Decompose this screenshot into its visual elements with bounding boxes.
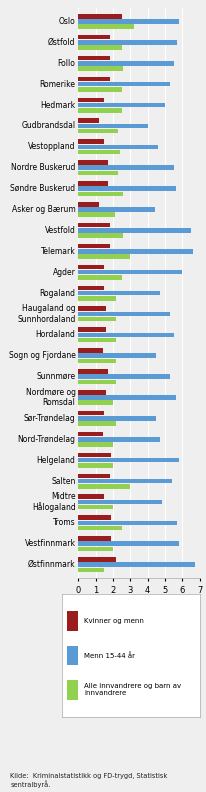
Bar (78, 124, 148, 128)
Bar (78, 144, 158, 149)
Bar (78, 505, 113, 509)
Bar (78, 526, 122, 531)
Bar (78, 562, 195, 567)
Bar (78, 536, 111, 541)
Bar (78, 77, 110, 82)
Bar (78, 103, 165, 108)
Bar (78, 546, 113, 551)
Bar (78, 202, 99, 207)
Bar (78, 401, 113, 405)
FancyBboxPatch shape (67, 680, 78, 699)
Text: Menn 15-44 år: Menn 15-44 år (84, 652, 135, 659)
Bar (78, 307, 106, 311)
Bar (78, 25, 134, 29)
Bar (78, 542, 179, 546)
Bar (78, 35, 110, 40)
Bar (78, 452, 111, 457)
Bar (78, 311, 170, 316)
Bar (78, 40, 177, 44)
Bar (78, 254, 130, 259)
Bar (78, 108, 122, 112)
Bar (78, 170, 118, 175)
Bar (78, 186, 176, 191)
Bar (78, 474, 110, 478)
Bar (78, 19, 179, 24)
Bar (78, 478, 172, 483)
Bar (78, 14, 122, 18)
Bar (78, 348, 103, 352)
X-axis label: Prosent: Prosent (122, 598, 156, 607)
Bar (78, 557, 116, 562)
Bar (78, 150, 120, 154)
Bar (78, 223, 110, 227)
Bar (78, 129, 118, 134)
Bar (78, 208, 155, 211)
Bar (78, 45, 122, 50)
Bar (78, 55, 110, 60)
Bar (78, 458, 179, 463)
Bar (78, 500, 162, 505)
FancyBboxPatch shape (67, 645, 78, 665)
Bar (78, 369, 108, 374)
Bar (78, 192, 123, 196)
Bar (78, 333, 174, 337)
Bar (78, 437, 160, 442)
Bar (78, 395, 176, 400)
Bar (78, 291, 160, 295)
Text: Kvinner og menn: Kvinner og menn (84, 618, 144, 624)
Bar (78, 249, 193, 253)
Bar (78, 442, 113, 447)
Bar (78, 317, 116, 322)
Bar (78, 82, 170, 86)
Bar (78, 228, 191, 233)
Bar (78, 416, 156, 421)
Bar (78, 375, 170, 379)
Bar (78, 270, 183, 275)
Text: Alle innvandrere og barn av
innvandrere: Alle innvandrere og barn av innvandrere (84, 683, 181, 696)
Bar (78, 119, 99, 123)
Bar (78, 379, 116, 384)
Bar (78, 432, 103, 436)
Bar (78, 494, 104, 499)
Bar (78, 520, 177, 525)
Bar (78, 181, 108, 185)
Bar (78, 139, 104, 144)
Bar (78, 411, 104, 416)
Bar (78, 327, 106, 332)
Bar (78, 160, 108, 165)
Bar (78, 568, 104, 572)
Bar (78, 516, 111, 520)
Bar (78, 390, 106, 394)
Bar (78, 359, 116, 364)
Bar (78, 484, 130, 489)
Bar (78, 275, 122, 280)
Bar (78, 337, 116, 342)
Bar (78, 463, 113, 467)
Bar (78, 244, 110, 249)
Bar (78, 421, 116, 426)
Bar (78, 353, 156, 358)
FancyBboxPatch shape (67, 611, 78, 630)
Bar (78, 67, 123, 70)
Bar (78, 234, 123, 238)
Text: Kilde:  Kriminalstatistikk og FD-trygd, Statistisk
sentralbyrå.: Kilde: Kriminalstatistikk og FD-trygd, S… (10, 773, 167, 788)
Bar (78, 97, 104, 102)
Bar (78, 166, 174, 170)
Bar (78, 61, 174, 66)
Bar (78, 87, 122, 92)
Bar (78, 296, 116, 300)
Bar (78, 286, 104, 290)
Bar (78, 212, 115, 217)
Bar (78, 265, 104, 269)
